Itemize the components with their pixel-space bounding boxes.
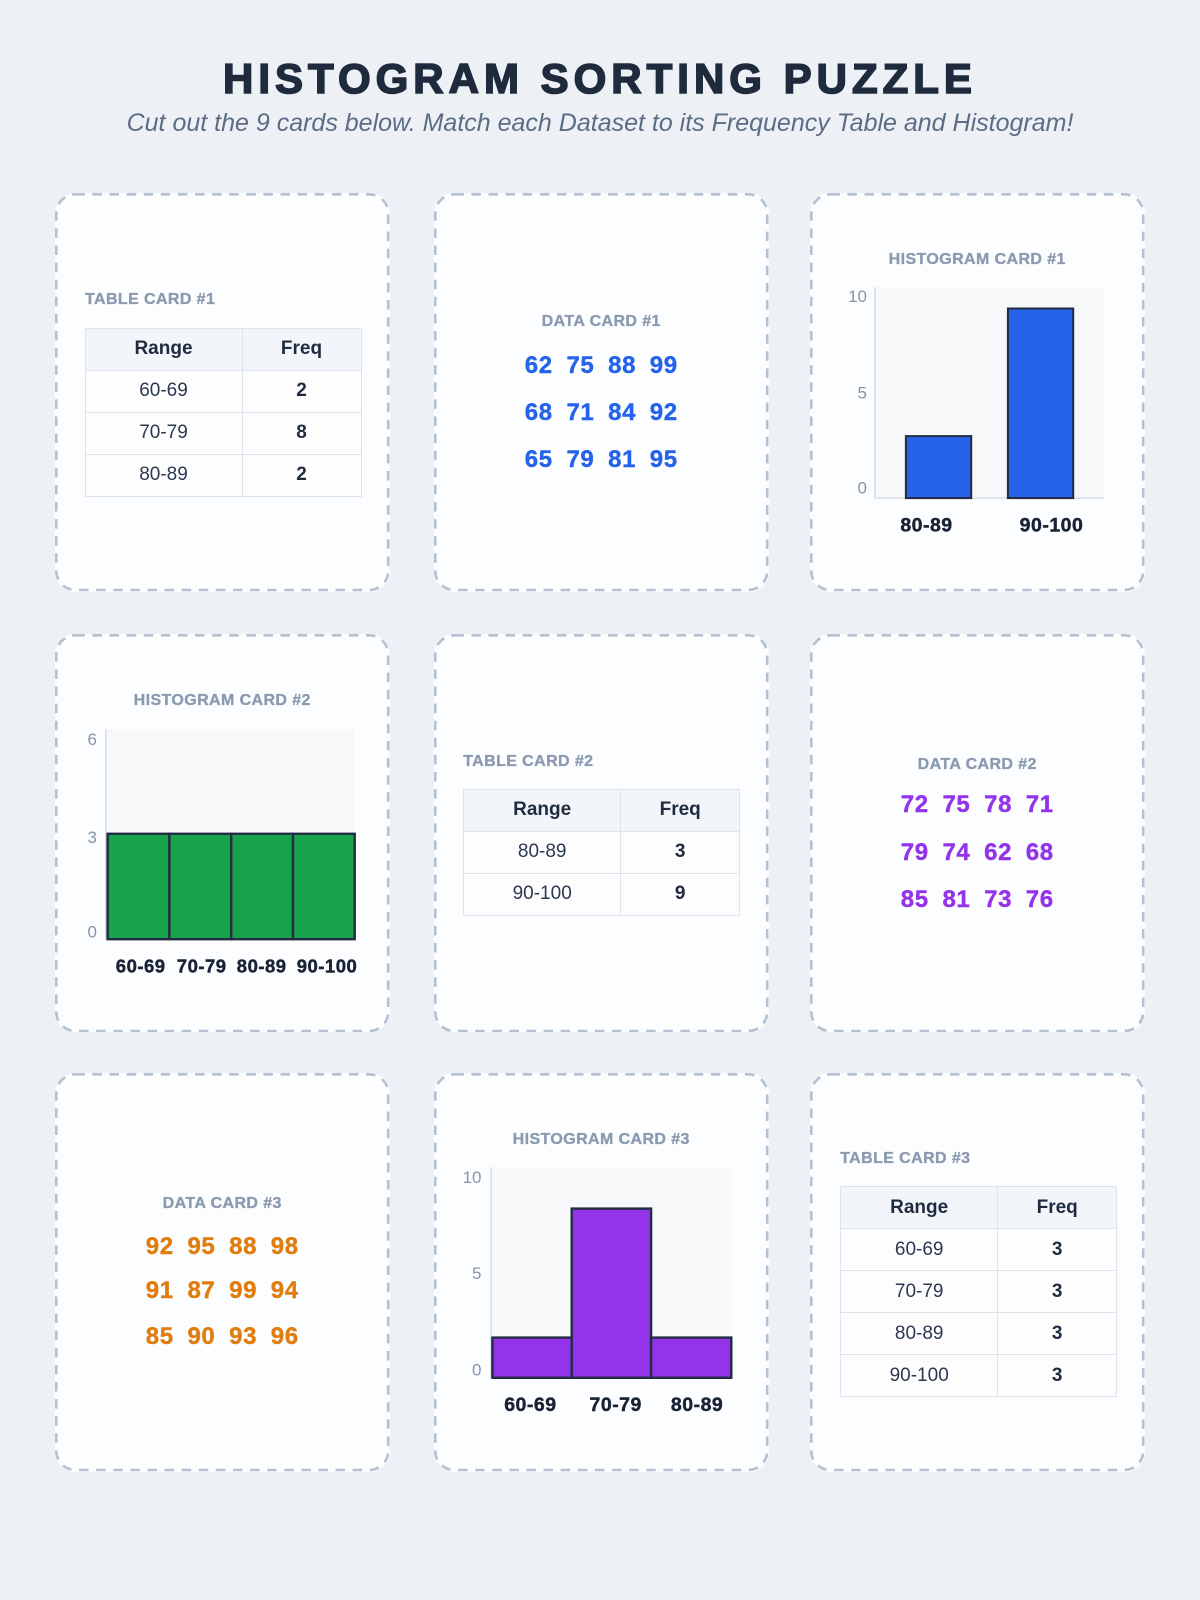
svg-text:3: 3 <box>88 828 97 847</box>
svg-text:10: 10 <box>848 287 867 306</box>
svg-text:5: 5 <box>858 384 867 403</box>
svg-text:90-100: 90-100 <box>297 955 358 976</box>
svg-text:0: 0 <box>858 479 867 498</box>
svg-text:80-89: 80-89 <box>237 955 287 976</box>
svg-text:10: 10 <box>463 1168 482 1187</box>
svg-text:80-89: 80-89 <box>671 1394 723 1416</box>
svg-text:6: 6 <box>88 730 97 749</box>
svg-text:70-79: 70-79 <box>590 1394 642 1416</box>
svg-text:70-79: 70-79 <box>177 955 227 976</box>
svg-text:60-69: 60-69 <box>504 1394 556 1416</box>
svg-text:60-69: 60-69 <box>116 955 166 976</box>
svg-text:0: 0 <box>472 1361 481 1380</box>
svg-text:90-100: 90-100 <box>1020 515 1084 537</box>
svg-text:80-89: 80-89 <box>900 515 952 537</box>
svg-text:0: 0 <box>88 922 97 941</box>
svg-text:5: 5 <box>472 1264 481 1283</box>
